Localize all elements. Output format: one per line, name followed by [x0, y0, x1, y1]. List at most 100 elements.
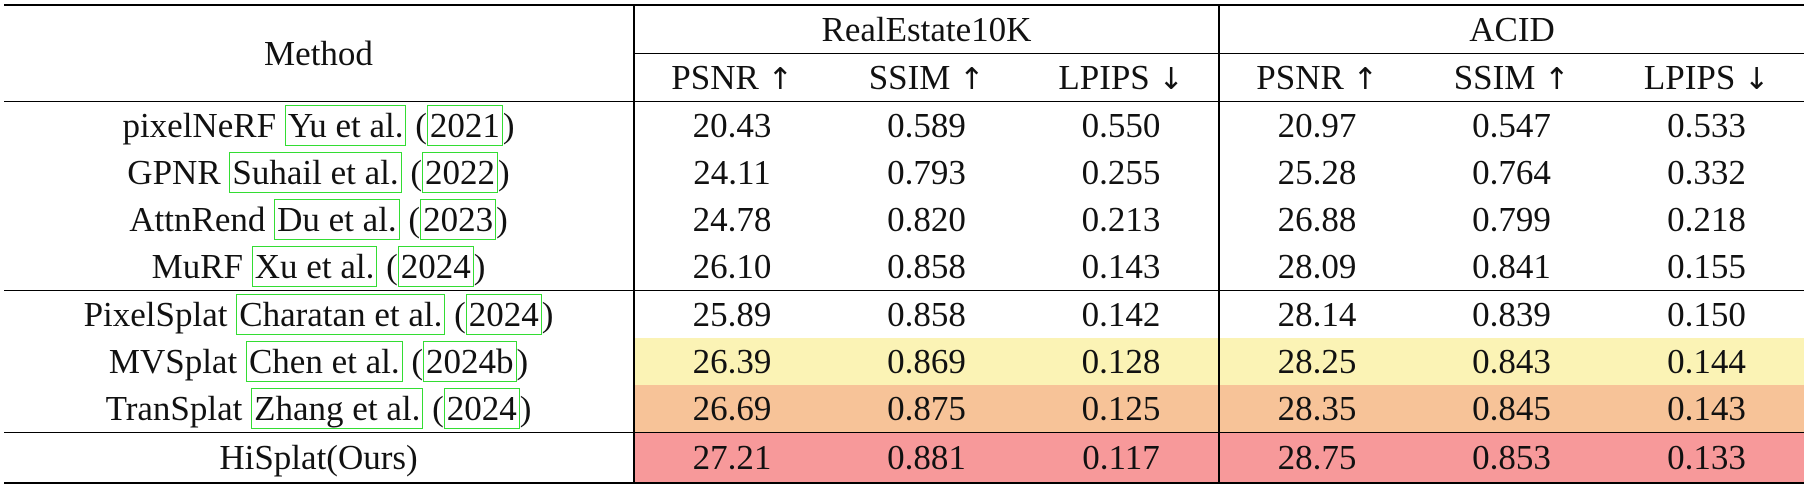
citation-open-paren: (: [411, 342, 423, 381]
method-header: Method: [4, 4, 634, 102]
value-cell: 0.143: [1081, 247, 1161, 286]
method-name: pixelNeRF: [122, 106, 277, 145]
value-cell: 0.858: [887, 247, 966, 286]
citation-author: Zhang et al.: [251, 388, 424, 429]
value-cell: 0.133: [1609, 432, 1805, 484]
metric-header-lpips: LPIPS ↓: [1609, 54, 1804, 102]
metric-name: SSIM: [868, 58, 951, 97]
value-cell: 0.125: [1024, 385, 1220, 433]
citation-open-paren: (: [415, 106, 427, 145]
value-cell: 26.10: [633, 243, 829, 291]
citation-year: 2024: [397, 246, 474, 287]
arrow-up-icon: ↑: [1352, 62, 1378, 97]
citation-open-paren: (: [408, 200, 421, 239]
dataset-header-realestate: RealEstate10K: [632, 4, 1220, 54]
citation-open-paren: (: [454, 295, 466, 334]
value-cell: 0.218: [1667, 200, 1746, 239]
metric-name: SSIM: [1453, 58, 1536, 97]
citation-close-paren: ): [473, 247, 486, 286]
value-cell: 27.21: [633, 432, 829, 484]
arrow-up-icon: ↑: [1544, 62, 1570, 97]
citation-author: Xu et al.: [251, 246, 378, 287]
value-cell: 0.128: [1024, 338, 1220, 385]
citation-close-paren: ): [496, 200, 508, 239]
table-row: AttnRend Du et al. (2023) 24.78 0.820 0.213…: [4, 196, 1804, 243]
value-cell: 0.255: [1081, 153, 1161, 192]
citation-open-paren: (: [410, 153, 423, 192]
value-cell: 0.820: [887, 200, 966, 239]
citation-author: Charatan et al.: [236, 294, 446, 335]
table-row: MVSplat Chen et al. (2024b) 26.39 0.869 0.1…: [4, 338, 1805, 385]
citation-year: 2024: [443, 388, 520, 429]
method-cell: pixelNeRF Yu et al. (2021): [4, 101, 634, 149]
method-cell: MVSplat Chen et al. (2024b): [4, 338, 634, 385]
citation-close-paren: ): [519, 389, 532, 428]
value-cell: 25.89: [633, 290, 829, 338]
arrow-up-icon: ↑: [767, 62, 793, 97]
method-cell: MuRF Xu et al. (2024): [4, 243, 634, 291]
value-cell: 24.78: [633, 196, 829, 243]
value-cell: 28.25: [1218, 338, 1415, 385]
citation-author: Chen et al.: [245, 341, 403, 382]
value-cell: 0.858: [829, 290, 1024, 338]
citation-close-paren: ): [541, 295, 554, 334]
metric-name: PSNR: [671, 58, 759, 97]
arrow-down-icon: ↓: [1744, 62, 1770, 97]
table-row: TranSplat Zhang et al. (2024) 26.69 0.875 0…: [4, 385, 1805, 433]
citation-author: Suhail et al.: [229, 152, 402, 193]
value-cell: 0.841: [1472, 247, 1551, 286]
citation-year: 2023: [420, 199, 497, 240]
value-cell: 0.144: [1609, 338, 1805, 385]
citation-open-paren: (: [386, 247, 398, 286]
method-cell: HiSplat(Ours): [4, 432, 634, 484]
value-cell: 28.35: [1218, 385, 1415, 433]
value-cell: 0.793: [887, 153, 966, 192]
value-cell: 0.150: [1609, 290, 1805, 338]
method-name: TranSplat: [105, 389, 243, 428]
metric-header-ssim: SSIM ↑: [829, 54, 1024, 102]
arrow-up-icon: ↑: [959, 62, 985, 97]
method-cell: AttnRend Du et al. (2023): [4, 196, 634, 243]
method-cell: PixelSplat Charatan et al. (2024): [4, 290, 634, 338]
value-cell: 0.117: [1024, 432, 1220, 484]
value-cell: 0.143: [1609, 385, 1805, 433]
value-cell: 28.75: [1218, 432, 1415, 484]
method-name: PixelSplat: [83, 295, 228, 334]
value-cell: 26.69: [633, 385, 829, 433]
metric-header-ssim: SSIM ↑: [1414, 54, 1609, 102]
metric-name: PSNR: [1256, 58, 1344, 97]
citation-year: 2021: [426, 105, 503, 146]
value-cell: 0.845: [1414, 385, 1610, 433]
results-table: Method RealEstate10K ACID PSNR ↑ SSIM ↑ LP…: [4, 4, 1805, 484]
citation-close-paren: ): [516, 342, 529, 381]
method-name: MuRF: [151, 247, 244, 286]
value-cell: 0.589: [829, 101, 1024, 149]
value-cell: 0.881: [829, 432, 1024, 484]
citation-year: 2024: [465, 294, 542, 335]
table-row: pixelNeRF Yu et al. (2021) 20.43 0.589 0.55…: [4, 101, 1805, 149]
arrow-down-icon: ↓: [1158, 62, 1184, 97]
table-row-ours: HiSplat(Ours) 27.21 0.881 0.117 28.75 0.853 0.…: [4, 432, 1805, 484]
value-cell: 25.28: [1218, 149, 1415, 196]
value-cell: 24.11: [633, 149, 829, 196]
metric-header-psnr: PSNR ↑: [1218, 53, 1415, 102]
metric-name: LPIPS: [1058, 58, 1150, 97]
value-cell: 0.547: [1414, 101, 1610, 149]
metric-name: LPIPS: [1643, 58, 1736, 97]
value-cell: 0.142: [1024, 290, 1220, 338]
method-name: MVSplat: [108, 342, 238, 381]
value-cell: 28.14: [1218, 290, 1415, 338]
method-cell: GPNR Suhail et al. (2022): [4, 149, 634, 196]
value-cell: 26.88: [1218, 196, 1415, 243]
value-cell: 0.853: [1414, 432, 1610, 484]
citation-open-paren: (: [432, 389, 444, 428]
citation-year: 2024b: [423, 341, 517, 382]
value-cell: 0.839: [1414, 290, 1610, 338]
method-cell: TranSplat Zhang et al. (2024): [4, 385, 634, 433]
table-row: PixelSplat Charatan et al. (2024) 25.89 0.…: [4, 290, 1805, 338]
value-cell: 28.09: [1218, 243, 1415, 291]
table-row: MuRF Xu et al. (2024) 26.10 0.858 0.143 28.0…: [4, 243, 1804, 291]
metric-header-lpips: LPIPS ↓: [1024, 54, 1219, 102]
metric-header-psnr: PSNR ↑: [633, 53, 829, 102]
value-cell: 0.875: [829, 385, 1024, 433]
